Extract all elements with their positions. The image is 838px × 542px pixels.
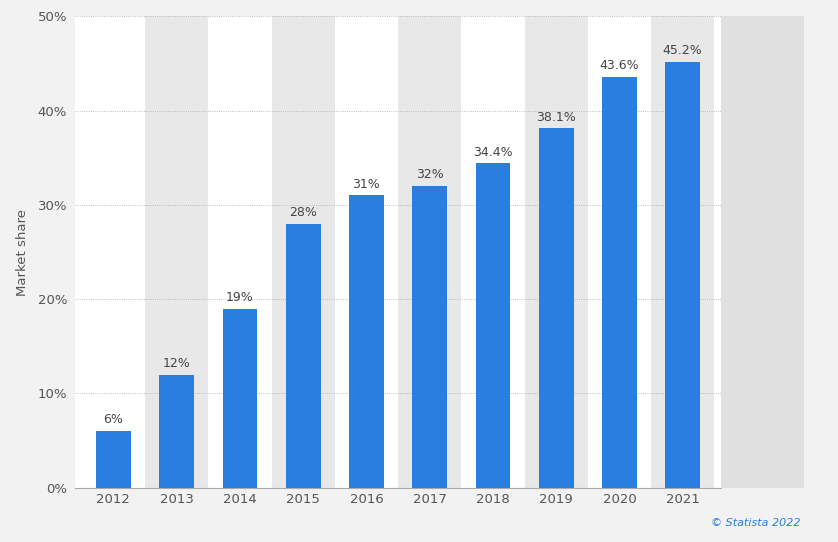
Bar <box>602 76 637 488</box>
Bar <box>525 16 587 488</box>
Bar <box>539 128 573 488</box>
Bar <box>398 16 461 488</box>
Text: 34.4%: 34.4% <box>473 146 513 159</box>
Text: 28%: 28% <box>289 206 317 219</box>
Bar <box>665 62 700 488</box>
Text: 19%: 19% <box>226 291 254 304</box>
Bar <box>96 431 131 488</box>
Bar <box>159 375 194 488</box>
Bar <box>475 163 510 488</box>
Text: 6%: 6% <box>103 414 123 427</box>
Text: 31%: 31% <box>353 178 380 191</box>
Bar <box>272 16 335 488</box>
Text: © Statista 2022: © Statista 2022 <box>711 519 800 528</box>
Y-axis label: Market share: Market share <box>16 209 29 295</box>
Bar <box>651 16 714 488</box>
Text: 45.2%: 45.2% <box>663 44 702 57</box>
Bar <box>145 16 209 488</box>
Text: 38.1%: 38.1% <box>536 111 576 124</box>
Bar <box>223 308 257 488</box>
Text: 43.6%: 43.6% <box>600 59 639 72</box>
Text: 12%: 12% <box>163 357 190 370</box>
Bar <box>412 186 447 488</box>
Bar <box>286 224 321 488</box>
Bar <box>349 196 384 488</box>
Text: 32%: 32% <box>416 169 443 181</box>
